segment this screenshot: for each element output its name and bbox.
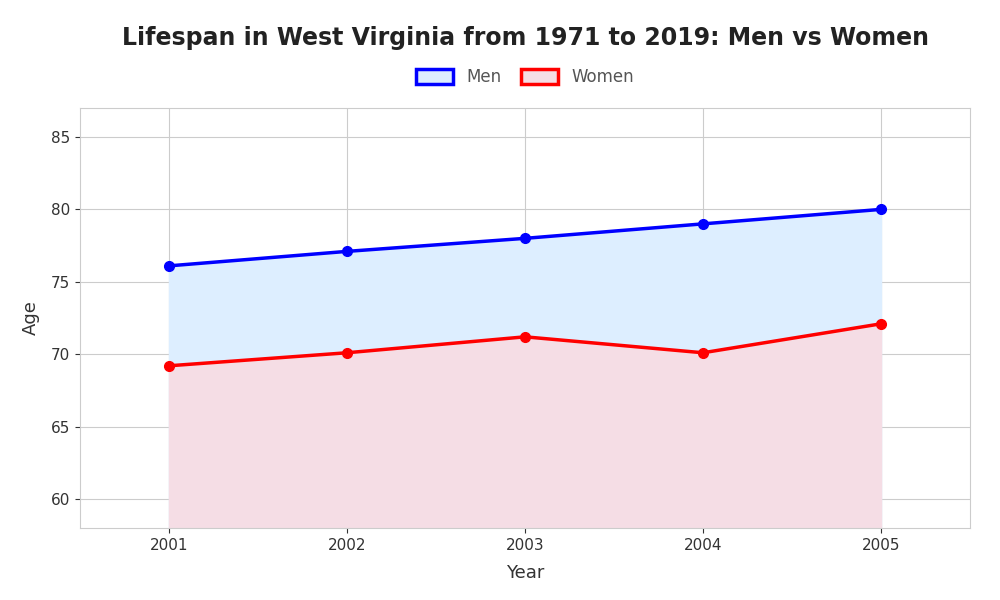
X-axis label: Year: Year [506,564,544,582]
Y-axis label: Age: Age [22,301,40,335]
Title: Lifespan in West Virginia from 1971 to 2019: Men vs Women: Lifespan in West Virginia from 1971 to 2… [122,26,928,50]
Legend: Men, Women: Men, Women [409,62,641,93]
